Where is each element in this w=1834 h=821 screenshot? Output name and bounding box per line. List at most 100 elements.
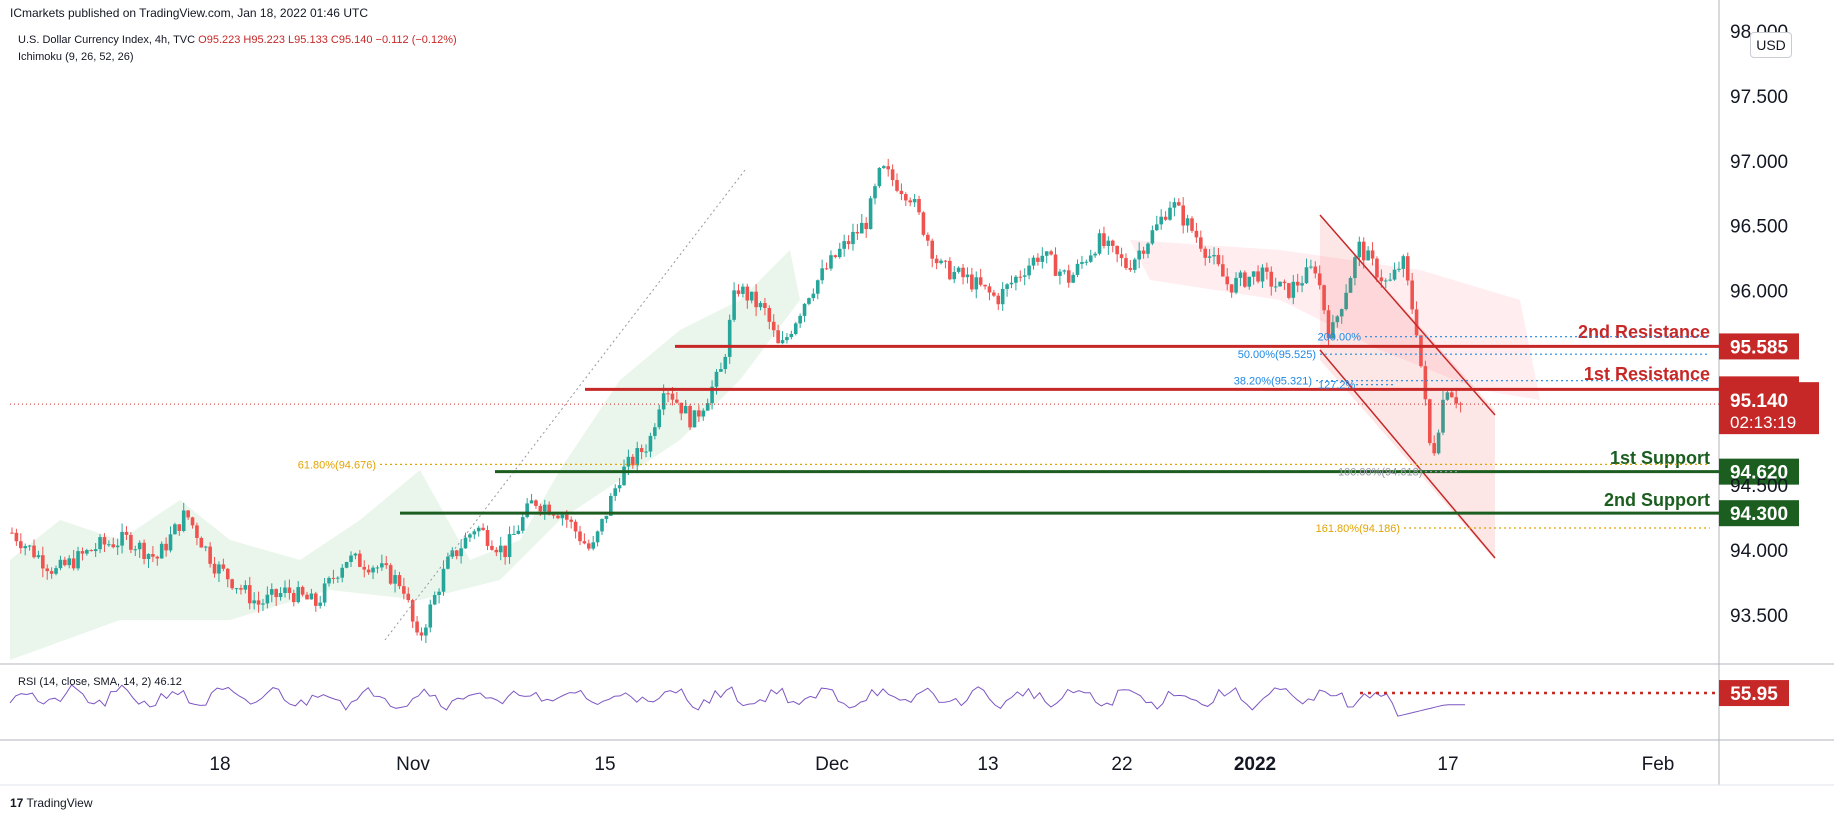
candle-body <box>1388 279 1392 281</box>
candle-body <box>807 298 811 304</box>
candle-body <box>617 485 622 489</box>
candle-body <box>1410 280 1414 310</box>
candle-body <box>688 405 692 428</box>
level-name-label: 1st Support <box>1610 448 1710 468</box>
candle-body <box>393 575 397 584</box>
candle-body <box>675 399 679 403</box>
candle-body <box>529 500 534 504</box>
candle-body <box>815 280 820 294</box>
price-tick-label: 97.500 <box>1730 87 1788 108</box>
candle-body <box>327 577 331 584</box>
candle-body <box>1243 272 1247 287</box>
candle-body <box>318 602 323 606</box>
candle-body <box>265 594 270 604</box>
candle-body <box>551 514 556 516</box>
candle-body <box>14 532 19 542</box>
level-price-label: 94.300 <box>1730 504 1788 525</box>
candle-body <box>1066 270 1071 283</box>
candle-body <box>851 231 855 245</box>
candle-body <box>309 593 314 600</box>
candle-body <box>1392 269 1397 280</box>
candle-body <box>578 531 582 542</box>
candle-body <box>1132 259 1137 270</box>
candle-body <box>525 503 529 518</box>
candle-body <box>613 488 618 496</box>
candle-body <box>146 554 151 559</box>
fib-trend-line <box>384 169 746 641</box>
candle-body <box>921 212 926 235</box>
candle-body <box>1344 292 1348 310</box>
candle-body <box>1058 271 1062 276</box>
candle-body <box>1185 218 1190 226</box>
candle-body <box>481 527 485 531</box>
candle-body <box>111 544 116 548</box>
candle-body <box>1128 268 1133 270</box>
candle-body <box>503 545 507 558</box>
rsi-legend[interactable]: RSI (14, close, SMA, 14, 2) 46.12 <box>18 676 182 688</box>
level-name-label: 2nd Resistance <box>1578 322 1710 342</box>
candle-body <box>300 587 305 595</box>
candle-body <box>736 290 741 294</box>
time-axis: 18 Nov 15 Dec 13 22 2022 17 Feb <box>209 754 1674 775</box>
rsi-level-tag <box>1719 680 1789 707</box>
candle-body <box>780 340 785 344</box>
candle-body <box>868 198 873 230</box>
level-price-tag <box>1719 458 1799 485</box>
candle-body <box>837 248 842 258</box>
candle-body <box>983 284 987 287</box>
candle-body <box>1203 248 1208 258</box>
tradingview-brand[interactable]: 17 TradingView <box>10 796 93 810</box>
candle-body <box>1273 286 1278 288</box>
candle-body <box>987 286 992 293</box>
candle-body <box>635 448 640 466</box>
candle-body <box>1207 256 1212 258</box>
candle-body <box>459 548 463 557</box>
current-price-tag <box>1719 382 1819 435</box>
candle-body <box>1251 271 1256 277</box>
candle-body <box>516 530 521 534</box>
level-price-label: 95.585 <box>1730 337 1789 358</box>
time-tick-label: 17 <box>1437 754 1458 775</box>
candle-body <box>573 521 578 532</box>
candle-body <box>1221 264 1225 277</box>
candle-body <box>1379 277 1384 282</box>
fib-level-label: 200.00% <box>1318 332 1362 344</box>
candle-body <box>1172 202 1177 208</box>
candle-body <box>789 333 794 338</box>
candle-body <box>793 323 798 334</box>
level-price-tag <box>1719 333 1799 360</box>
candle-body <box>1291 281 1296 298</box>
candle-body <box>450 550 455 557</box>
candle-body <box>446 556 450 569</box>
candle-body <box>1216 254 1221 265</box>
candle-body <box>886 166 891 170</box>
level-price-label: 94.620 <box>1730 463 1788 484</box>
currency-button[interactable]: USD <box>1750 32 1792 58</box>
candle-body <box>177 524 182 531</box>
candle-body <box>1097 233 1102 254</box>
price-tick-label: 94.000 <box>1730 541 1788 562</box>
candle-body <box>1401 256 1406 269</box>
candle-body <box>974 277 979 290</box>
candle-body <box>661 393 666 410</box>
candle-body <box>569 519 573 522</box>
candle-body <box>151 554 155 557</box>
candle-body <box>1322 285 1326 311</box>
symbol-legend[interactable]: U.S. Dollar Currency Index, 4h, TVC O95.… <box>18 34 457 46</box>
candle-body <box>296 587 300 603</box>
candle-body <box>591 542 595 549</box>
candle-body <box>261 603 265 605</box>
candle-body <box>142 542 146 559</box>
candle-body <box>410 600 415 622</box>
ohlc-values: O95.223 H95.223 L95.133 C95.140 −0.112 (… <box>198 34 457 46</box>
indicator-legend[interactable]: Ichimoku (9, 26, 52, 26) <box>18 51 134 63</box>
candle-body <box>1432 443 1436 454</box>
candle-body <box>1154 224 1159 231</box>
candle-body <box>1062 270 1067 272</box>
candle-body <box>1256 271 1260 282</box>
candle-body <box>287 587 292 594</box>
candle-body <box>1419 335 1423 367</box>
candle-body <box>833 255 838 258</box>
candle-body <box>164 543 168 551</box>
candle-body <box>564 514 569 520</box>
